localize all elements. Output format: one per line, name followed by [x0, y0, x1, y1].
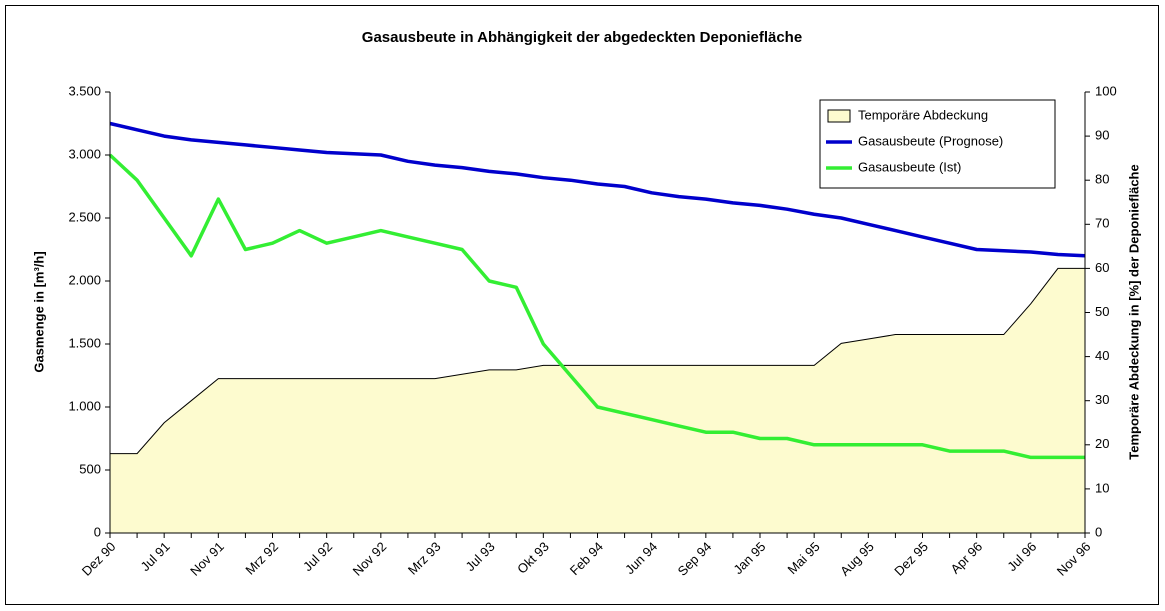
y2-tick-label: 10 — [1095, 480, 1109, 495]
legend-label: Temporäre Abdeckung — [858, 107, 988, 122]
legend-label: Gasausbeute (Ist) — [858, 159, 961, 174]
legend-label: Gasausbeute (Prognose) — [858, 133, 1003, 148]
y2-tick-label: 50 — [1095, 304, 1109, 319]
y2-axis-label: Temporäre Abdeckung in [%] der Deponiefl… — [1126, 164, 1141, 459]
y2-tick-label: 80 — [1095, 172, 1109, 187]
line — [108, 153, 1085, 460]
legend-swatch — [827, 109, 851, 123]
y-tick-label: 0 — [94, 524, 101, 539]
y-tick-label: 3.500 — [68, 83, 101, 98]
y2-tick-label: 60 — [1095, 260, 1109, 275]
y-tick-label: 2.500 — [68, 209, 101, 224]
y-tick-label: 3.000 — [68, 146, 101, 161]
y2-tick-label: 100 — [1095, 83, 1117, 98]
y2-tick-label: 30 — [1095, 392, 1109, 407]
chart-title: Gasausbeute in Abhängigkeit der abgedeck… — [362, 29, 802, 46]
y-tick-label: 1.500 — [68, 335, 101, 350]
y-tick-label: 2.000 — [68, 272, 101, 287]
y-tick-label: 1.000 — [68, 398, 101, 413]
y-tick-label: 500 — [79, 461, 101, 476]
y-axis-label: Gasmenge in [m³/h] — [31, 251, 46, 372]
y2-tick-label: 90 — [1095, 128, 1109, 143]
y2-tick-label: 0 — [1095, 524, 1102, 539]
line — [109, 121, 1086, 258]
legend-box — [819, 99, 1056, 189]
y2-tick-label: 40 — [1095, 348, 1109, 363]
y2-tick-label: 20 — [1095, 436, 1109, 451]
area — [109, 267, 1086, 534]
y2-tick-label: 70 — [1095, 216, 1109, 231]
